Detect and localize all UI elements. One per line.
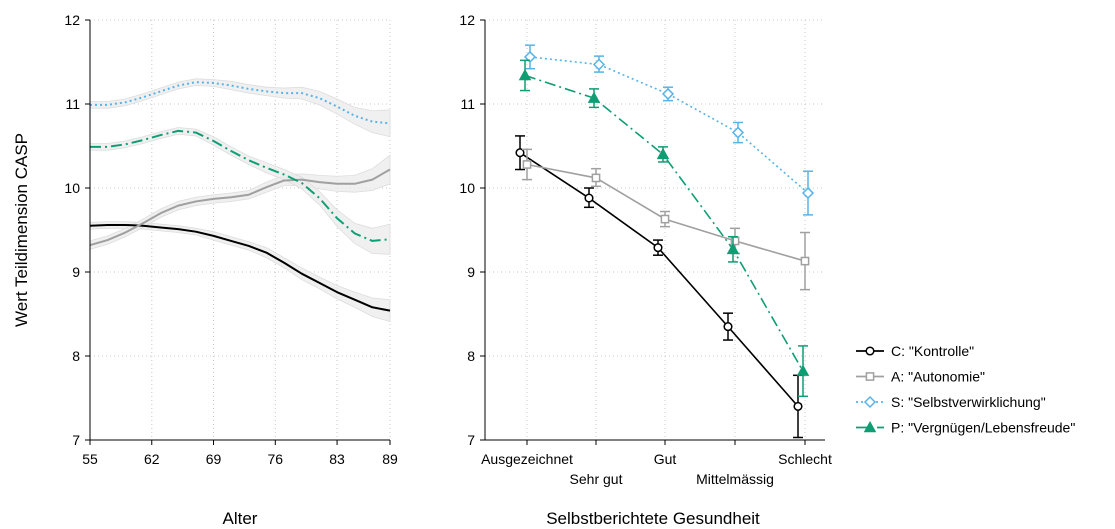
x-tick-label: 69	[206, 451, 222, 467]
health-panel-ticks: 7 8 9 10 11 12 Ausgezeichnet Sehr gut Gut Mittelm…	[459, 12, 832, 487]
y-tick-label: 7	[467, 432, 475, 448]
x-tick-label: Schlecht	[778, 451, 832, 467]
legend-label: P: "Vergnügen/Lebensfreude"	[891, 420, 1075, 436]
legend-item: S: "Selbstverwirklichung"	[856, 394, 1046, 410]
point-marker	[726, 242, 740, 255]
age-panel-y-title: Wert Teildimension CASP	[12, 133, 31, 327]
legend-marker	[863, 395, 877, 409]
point-marker	[592, 58, 606, 71]
age-panel-lines	[89, 81, 391, 312]
legend-marker	[865, 346, 875, 356]
legend-marker	[863, 420, 877, 433]
y-tick-label: 9	[72, 264, 80, 280]
legend-label: A: "Autonomie"	[891, 369, 985, 385]
ci-band-vergnuegen	[89, 127, 391, 255]
y-tick-label: 9	[467, 264, 475, 280]
age-panel-x-title: Alter	[223, 509, 258, 528]
y-tick-label: 11	[65, 96, 80, 112]
line-autonomie	[526, 163, 806, 262]
legend: C: "Kontrolle" A: "Autonomie" S: "Selbstve…	[856, 343, 1075, 436]
point-marker	[793, 401, 803, 411]
line-kontrolle	[519, 152, 799, 407]
y-tick-label: 11	[460, 96, 475, 112]
x-tick-label: 89	[382, 451, 398, 467]
legend-label: C: "Kontrolle"	[891, 343, 974, 359]
ci-band-autonomie	[89, 154, 391, 250]
ci-band-selbstverwirklichung	[89, 78, 391, 138]
line-selbstverwirklichung	[529, 56, 809, 194]
point-marker	[796, 364, 810, 376]
series-kontrolle	[515, 135, 803, 439]
y-tick-label: 8	[72, 348, 80, 364]
x-tick-label: 55	[82, 451, 98, 467]
series-vergnuegen	[518, 59, 810, 398]
legend-label: S: "Selbstverwirklichung"	[891, 394, 1046, 410]
x-tick-label: Gut	[654, 451, 677, 467]
point-marker	[523, 50, 537, 64]
y-tick-label: 8	[467, 348, 475, 364]
line-selbstverwirklichung	[90, 81, 391, 125]
age-panel-ci-bands	[89, 78, 391, 323]
y-tick-label: 10	[459, 180, 475, 196]
y-tick-label: 7	[72, 432, 80, 448]
legend-item: C: "Kontrolle"	[856, 343, 974, 359]
point-marker	[518, 68, 532, 81]
line-autonomie	[89, 168, 391, 247]
point-marker	[656, 147, 670, 160]
health-panel-grid	[485, 19, 825, 441]
x-tick-label: Mittelmässig	[696, 471, 774, 487]
health-panel-series	[515, 44, 815, 439]
legend-marker	[865, 372, 875, 381]
legend-item: P: "Vergnügen/Lebensfreude"	[856, 420, 1075, 436]
line-vergnuegen	[90, 129, 391, 242]
health-panel: 7 8 9 10 11 12 Ausgezeichnet Sehr gut Gut Mittelm…	[459, 12, 832, 528]
x-tick-label: 76	[268, 451, 284, 467]
point-marker	[584, 193, 594, 203]
series-autonomie	[522, 148, 810, 291]
line-vergnuegen	[524, 74, 804, 372]
x-tick-label: Sehr gut	[570, 471, 623, 487]
health-panel-x-title: Selbstberichtete Gesundheit	[546, 509, 760, 528]
point-marker	[660, 214, 670, 224]
point-marker	[653, 243, 663, 253]
point-marker	[731, 126, 745, 139]
x-tick-label: 62	[144, 451, 160, 467]
point-marker	[522, 160, 532, 169]
point-marker	[661, 87, 675, 100]
series-selbstverwirklichung	[523, 44, 815, 216]
point-marker	[591, 173, 601, 183]
x-tick-label: 83	[329, 451, 345, 467]
ci-band-kontrolle	[89, 221, 391, 323]
point-marker	[515, 148, 525, 158]
y-tick-label: 12	[459, 12, 475, 28]
y-tick-label: 12	[64, 12, 80, 28]
x-tick-label: Ausgezeichnet	[481, 451, 573, 467]
legend-item: A: "Autonomie"	[856, 369, 985, 385]
point-marker	[801, 186, 815, 200]
point-marker	[587, 91, 601, 103]
point-marker	[723, 322, 733, 332]
point-marker	[800, 256, 810, 266]
y-tick-label: 10	[64, 180, 80, 196]
